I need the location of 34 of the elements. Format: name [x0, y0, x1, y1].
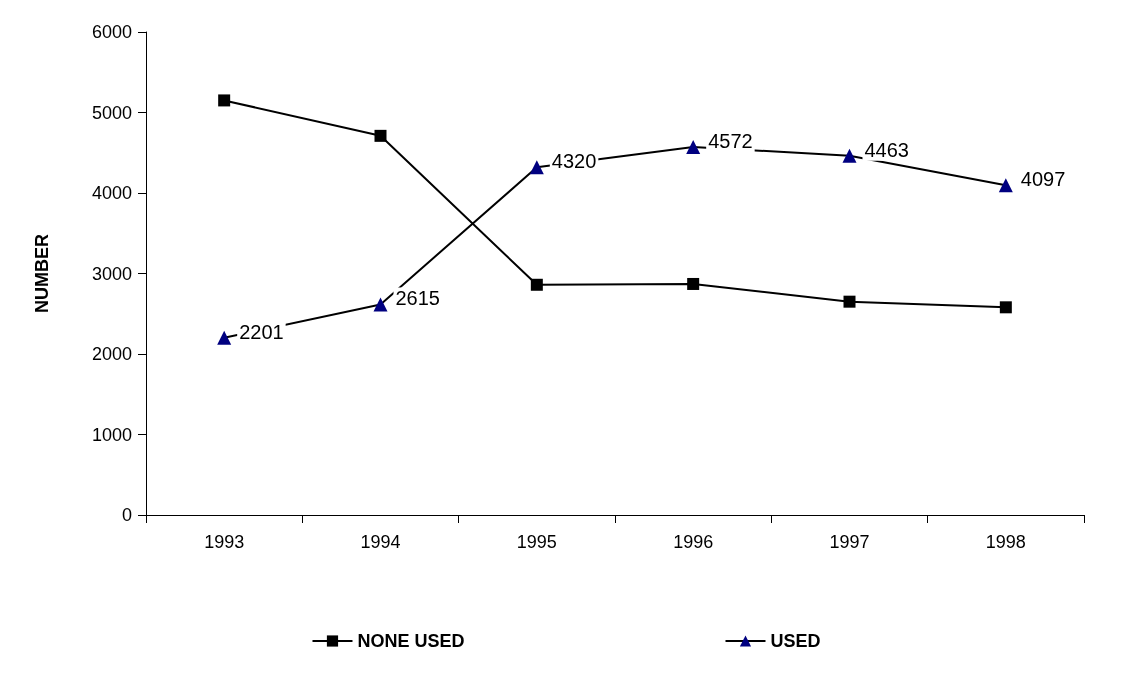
data-label: 4463 — [864, 138, 909, 161]
data-label: 4097 — [1020, 168, 1066, 191]
point — [374, 129, 387, 142]
y-tick-label: 4000 — [91, 183, 132, 203]
legend-label: USED — [770, 631, 821, 651]
x-tick-label: 1997 — [829, 532, 870, 552]
x-tick-label: 1998 — [985, 532, 1026, 552]
data-label: 2201 — [239, 320, 284, 343]
y-tick-label: 1000 — [91, 424, 132, 445]
x-tick-label: 1994 — [360, 532, 401, 552]
x-tick-label: 1995 — [516, 532, 557, 552]
point — [529, 160, 544, 175]
data-label: 4572 — [708, 129, 753, 152]
point — [842, 148, 857, 163]
y-tick-label: 2000 — [91, 344, 132, 364]
y-tick-label: 6000 — [91, 22, 132, 42]
x-tick-label: 1993 — [204, 532, 245, 552]
data-label: 4320 — [551, 150, 597, 173]
point — [530, 278, 543, 291]
point — [217, 330, 232, 345]
y-axis-title: NUMBER — [32, 234, 52, 313]
x-tick-label: 1996 — [673, 532, 714, 552]
point — [687, 277, 700, 290]
y-tick-label: 5000 — [91, 102, 132, 123]
point — [686, 139, 701, 154]
y-tick-label: 3000 — [91, 263, 132, 284]
point — [373, 297, 388, 312]
point — [998, 178, 1013, 193]
y-tick-label: 0 — [121, 505, 132, 525]
point — [999, 301, 1012, 314]
point — [218, 94, 231, 107]
legend-label: NONE USED — [357, 631, 465, 651]
data-label: 2615 — [395, 287, 440, 310]
point — [843, 295, 856, 308]
